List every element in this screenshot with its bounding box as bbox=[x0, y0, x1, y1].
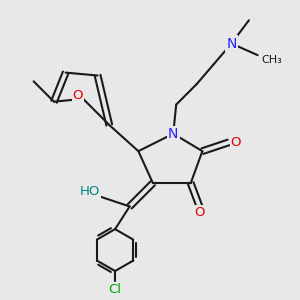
Text: O: O bbox=[231, 136, 241, 149]
Text: Cl: Cl bbox=[109, 284, 122, 296]
Text: O: O bbox=[194, 206, 205, 219]
Text: CH₃: CH₃ bbox=[262, 55, 283, 64]
Text: N: N bbox=[168, 127, 178, 141]
Text: HO: HO bbox=[79, 185, 100, 198]
Text: O: O bbox=[73, 89, 83, 102]
Text: N: N bbox=[226, 37, 237, 50]
